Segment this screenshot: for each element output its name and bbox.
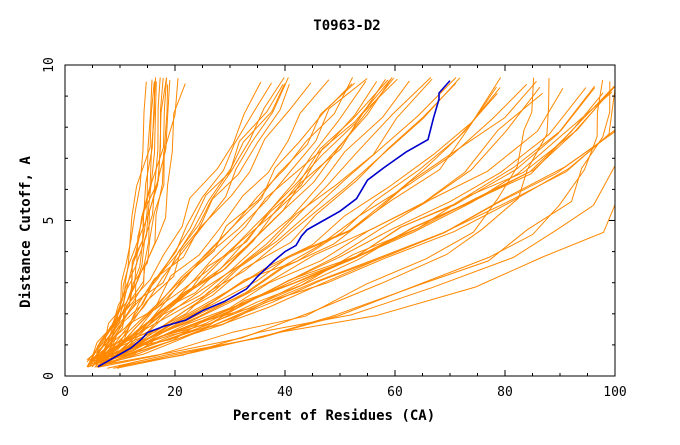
model-curve-61 — [101, 92, 543, 364]
highlight-curve — [97, 80, 451, 368]
model-curve-62 — [96, 87, 564, 361]
model-curve-50 — [97, 88, 616, 366]
model-curve-41 — [100, 80, 537, 366]
model-curve-3 — [97, 77, 157, 365]
model-curve-19 — [102, 82, 272, 364]
x-tick-label: 20 — [167, 385, 183, 400]
x-tick-label: 100 — [603, 385, 626, 400]
model-curve-11 — [86, 84, 169, 361]
x-tick-label: 40 — [277, 385, 293, 400]
model-curve-31 — [91, 77, 432, 363]
model-curve-68 — [99, 77, 535, 368]
model-curve-21 — [89, 84, 284, 367]
y-tick-label: 5 — [42, 217, 57, 225]
model-curve-44 — [96, 78, 433, 368]
model-curve-9 — [95, 77, 164, 363]
model-curve-46 — [93, 87, 596, 364]
x-tick-label: 0 — [61, 385, 69, 400]
model-curve-38 — [100, 79, 391, 364]
model-curve-28 — [98, 83, 290, 368]
orange-curves-group — [86, 77, 616, 369]
model-curve-63 — [113, 81, 611, 369]
x-tick-label: 60 — [387, 385, 403, 400]
y-tick-label: 0 — [42, 372, 57, 380]
model-curve-23 — [105, 79, 330, 363]
model-curve-59 — [99, 86, 616, 367]
model-curve-30 — [96, 82, 457, 368]
y-axis-label: Distance Cutoff, A — [18, 156, 34, 308]
model-curve-43 — [90, 80, 367, 361]
model-curve-58 — [99, 90, 616, 368]
model-curve-20 — [105, 78, 368, 363]
axes-group: 0 20 40 60 80 100 0 5 10 — [42, 57, 627, 400]
model-curve-24 — [93, 77, 285, 365]
highlight-curve-group — [97, 80, 451, 368]
model-curve-67 — [107, 79, 604, 369]
model-curve-29 — [96, 77, 461, 364]
model-curve-34 — [93, 77, 457, 361]
x-axis-label: Percent of Residues (CA) — [233, 408, 435, 424]
model-curve-12 — [100, 77, 161, 364]
model-curve-40 — [91, 77, 393, 368]
model-curve-15 — [89, 81, 262, 361]
x-tick-label: 80 — [497, 385, 513, 400]
model-curve-25 — [101, 77, 354, 364]
model-curve-64 — [102, 78, 550, 366]
model-curve-36 — [87, 77, 395, 367]
model-curve-27 — [99, 83, 286, 368]
chart-title: T0963-D2 — [313, 18, 380, 34]
y-tick-label: 10 — [42, 57, 57, 73]
model-curve-57 — [93, 91, 613, 363]
